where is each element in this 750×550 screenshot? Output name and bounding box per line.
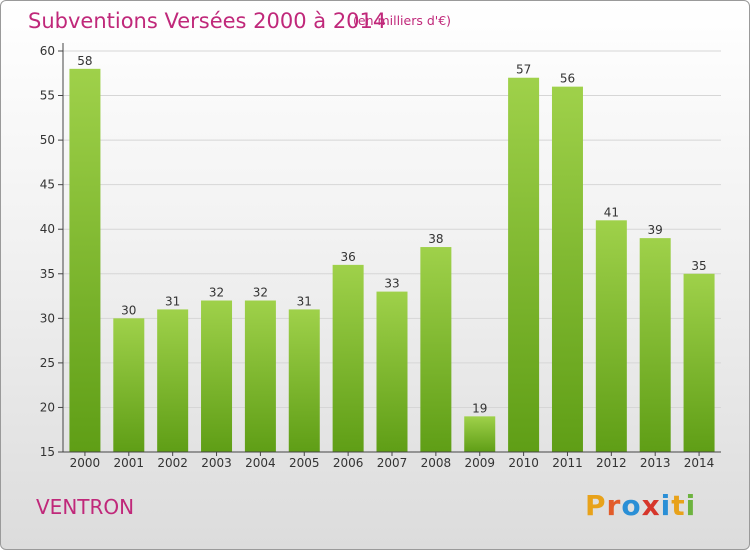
proxiti-logo: Proxiti	[585, 489, 696, 522]
value-label: 58	[77, 54, 92, 68]
commune-name: VENTRON	[36, 495, 135, 519]
logo-letter: t	[671, 489, 686, 522]
bar	[69, 68, 101, 453]
bar	[376, 291, 408, 452]
bar	[420, 247, 452, 452]
bar	[332, 264, 364, 452]
y-tick-label: 35	[40, 267, 55, 281]
x-tick-label: 2009	[464, 456, 495, 470]
value-label: 30	[121, 303, 136, 317]
x-tick-label: 2006	[333, 456, 364, 470]
bar	[551, 86, 583, 453]
x-tick-label: 2013	[640, 456, 671, 470]
value-label: 56	[560, 72, 575, 86]
y-tick-label: 15	[40, 445, 55, 459]
bar	[508, 77, 540, 452]
logo-letter: r	[606, 489, 622, 522]
x-tick-label: 2003	[201, 456, 232, 470]
y-tick-label: 20	[40, 400, 55, 414]
logo-letter: P	[585, 489, 607, 522]
x-tick-label: 2004	[245, 456, 276, 470]
bar	[595, 220, 627, 452]
y-tick-label: 55	[40, 89, 55, 103]
bar	[683, 273, 715, 452]
x-tick-label: 2002	[157, 456, 188, 470]
y-tick-label: 60	[40, 44, 55, 58]
logo-letter: i	[685, 489, 697, 522]
y-tick-label: 45	[40, 178, 55, 192]
bar	[113, 318, 145, 452]
value-label: 35	[691, 259, 706, 273]
chart-title: Subventions Versées 2000 à 2014	[28, 9, 387, 33]
x-tick-label: 2000	[70, 456, 101, 470]
x-tick-label: 2011	[552, 456, 583, 470]
x-tick-label: 2014	[684, 456, 715, 470]
bar	[464, 416, 496, 452]
value-label: 57	[516, 63, 531, 77]
y-tick-label: 25	[40, 356, 55, 370]
value-label: 32	[209, 286, 224, 300]
logo-letter: i	[660, 489, 672, 522]
bar	[201, 300, 233, 452]
bar	[244, 300, 276, 452]
x-tick-label: 2012	[596, 456, 627, 470]
value-label: 38	[428, 232, 443, 246]
x-tick-label: 2010	[508, 456, 539, 470]
x-tick-label: 2005	[289, 456, 320, 470]
bar	[288, 309, 320, 452]
value-label: 31	[165, 294, 180, 308]
chart-unit: (en milliers d'€)	[353, 13, 452, 28]
y-tick-label: 50	[40, 133, 55, 147]
bar	[639, 238, 671, 452]
value-label: 41	[604, 205, 619, 219]
value-label: 32	[253, 286, 268, 300]
value-label: 19	[472, 401, 487, 415]
bar	[157, 309, 189, 452]
logo-letter: o	[621, 489, 642, 522]
value-label: 39	[648, 223, 663, 237]
x-tick-label: 2007	[377, 456, 408, 470]
logo-letter: x	[641, 489, 661, 522]
y-tick-label: 40	[40, 222, 55, 236]
x-tick-label: 2008	[421, 456, 452, 470]
value-label: 33	[384, 277, 399, 291]
value-label: 31	[297, 294, 312, 308]
value-label: 36	[340, 250, 355, 264]
x-tick-label: 2001	[114, 456, 145, 470]
y-tick-label: 30	[40, 311, 55, 325]
